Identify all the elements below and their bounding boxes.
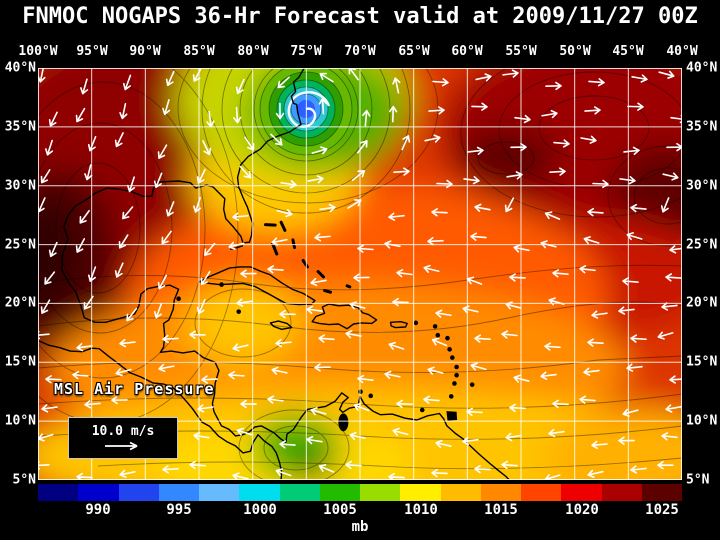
- reference-wind-arrow-icon: [105, 441, 138, 451]
- lon-tick-label: 85°W: [183, 44, 215, 59]
- lon-tick-label: 55°W: [505, 44, 537, 59]
- lon-tick-label: 95°W: [76, 44, 108, 59]
- lat-tick-label: 15°N: [4, 354, 36, 370]
- wind-speed-legend-label: 10.0 m/s: [91, 424, 155, 439]
- lat-tick-label: 40°N: [686, 60, 718, 76]
- lon-tick-label: 90°W: [129, 44, 161, 59]
- field-label: MSL Air Pressure: [54, 380, 215, 398]
- lat-tick-label: 20°N: [686, 295, 718, 311]
- colorbar-tick-label: 1000: [243, 502, 277, 518]
- lon-tick-label: 100°W: [18, 44, 58, 59]
- colorbar-segment: [601, 484, 642, 501]
- lon-tick-label: 75°W: [290, 44, 322, 59]
- colorbar-tick-label: 1015: [484, 502, 518, 518]
- pressure-map: [38, 68, 682, 480]
- map-area: MSL Air Pressure 10.0 m/s: [38, 68, 682, 480]
- lat-tick-label: 30°N: [4, 178, 36, 194]
- lat-tick-label: 40°N: [4, 60, 36, 76]
- lon-tick-label: 50°W: [559, 44, 591, 59]
- page-title: FNMOC NOGAPS 36-Hr Forecast valid at 200…: [22, 4, 698, 29]
- colorbar-segment: [400, 484, 441, 501]
- colorbar-unit-label: mb: [351, 519, 369, 535]
- coastlines: [38, 68, 510, 480]
- colorbar-segment: [38, 484, 79, 501]
- lon-tick-label: 60°W: [451, 44, 483, 59]
- colorbar-segment: [78, 484, 119, 501]
- lat-tick-label: 25°N: [686, 237, 718, 253]
- colorbar-tick-label: 1010: [404, 502, 438, 518]
- colorbar-segment: [118, 484, 159, 501]
- wind-arrows: [38, 68, 682, 480]
- colorbar-segment: [641, 484, 682, 501]
- lat-tick-label: 5°N: [686, 472, 710, 488]
- lon-tick-label: 65°W: [398, 44, 430, 59]
- lat-tick-label: 25°N: [4, 237, 36, 253]
- colorbar-segment: [199, 484, 240, 501]
- colorbar-segment: [561, 484, 602, 501]
- lat-tick-label: 30°N: [686, 178, 718, 194]
- lat-tick-label: 35°N: [4, 119, 36, 135]
- cyclone-swirl: [287, 91, 331, 128]
- colorbar-segment: [440, 484, 481, 501]
- lat-tick-label: 20°N: [4, 295, 36, 311]
- colorbar-segment: [480, 484, 521, 501]
- colorbar-segment: [360, 484, 401, 501]
- lon-tick-label: 45°W: [612, 44, 644, 59]
- lon-tick-label: 40°W: [666, 44, 698, 59]
- colorbar-tick-label: 990: [85, 502, 111, 518]
- colorbar-tick-label: 1025: [645, 502, 679, 518]
- colorbar-segment: [521, 484, 562, 501]
- lon-tick-label: 70°W: [344, 44, 376, 59]
- colorbar-tick-label: 1020: [565, 502, 599, 518]
- lat-tick-label: 35°N: [686, 119, 718, 135]
- lat-tick-label: 5°N: [12, 472, 36, 488]
- colorbar-tick-label: 995: [166, 502, 192, 518]
- colorbar-segment: [158, 484, 199, 501]
- colorbar-segment: [319, 484, 360, 501]
- colorbar-segment: [279, 484, 320, 501]
- colorbar-tick-label: 1005: [323, 502, 357, 518]
- lat-tick-label: 10°N: [686, 413, 718, 429]
- lat-tick-label: 15°N: [686, 354, 718, 370]
- wind-speed-legend: 10.0 m/s: [68, 417, 178, 459]
- lon-tick-label: 80°W: [237, 44, 269, 59]
- lat-tick-label: 10°N: [4, 413, 36, 429]
- latlon-grid: [38, 68, 682, 480]
- colorbar: [38, 484, 682, 501]
- colorbar-segment: [239, 484, 280, 501]
